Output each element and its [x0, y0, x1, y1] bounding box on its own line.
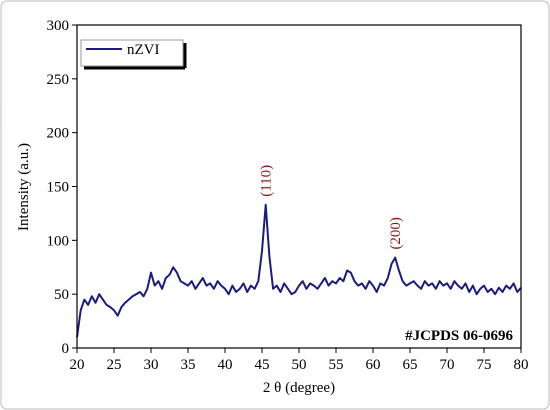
y-tick-label: 0	[62, 341, 70, 357]
x-tick-label: 60	[366, 357, 381, 373]
x-tick-label: 35	[181, 357, 196, 373]
y-tick-label: 100	[47, 233, 70, 249]
annotation: #JCPDS 06-0696	[405, 328, 513, 344]
y-tick-label: 150	[47, 180, 70, 196]
x-tick-label: 70	[440, 357, 455, 373]
plot-border	[76, 24, 522, 349]
x-tick-label: 55	[329, 357, 344, 373]
x-tick-label: 45	[255, 357, 270, 373]
legend-box	[80, 39, 184, 67]
x-tick-label: 20	[70, 357, 85, 373]
x-tick-label: 65	[403, 357, 418, 373]
y-axis-label: Intensity (a.u.)	[16, 143, 32, 231]
x-axis-label: 2 θ (degree)	[263, 380, 335, 396]
data-line	[76, 203, 522, 338]
x-tick-label: 75	[477, 357, 492, 373]
x-tick-label: 25	[107, 357, 122, 373]
x-tick-label: 40	[218, 357, 233, 373]
legend-label: nZVI	[127, 42, 160, 58]
annotation: (110)	[259, 165, 275, 197]
y-tick-label: 300	[47, 18, 70, 34]
y-tick-label: 50	[54, 287, 69, 303]
y-tick-label: 200	[47, 126, 70, 142]
x-tick-label: 30	[144, 357, 159, 373]
y-tick-label: 250	[47, 72, 70, 88]
x-tick-label: 50	[292, 357, 307, 373]
annotation: (200)	[388, 217, 404, 250]
x-tick-label: 80	[514, 357, 529, 373]
